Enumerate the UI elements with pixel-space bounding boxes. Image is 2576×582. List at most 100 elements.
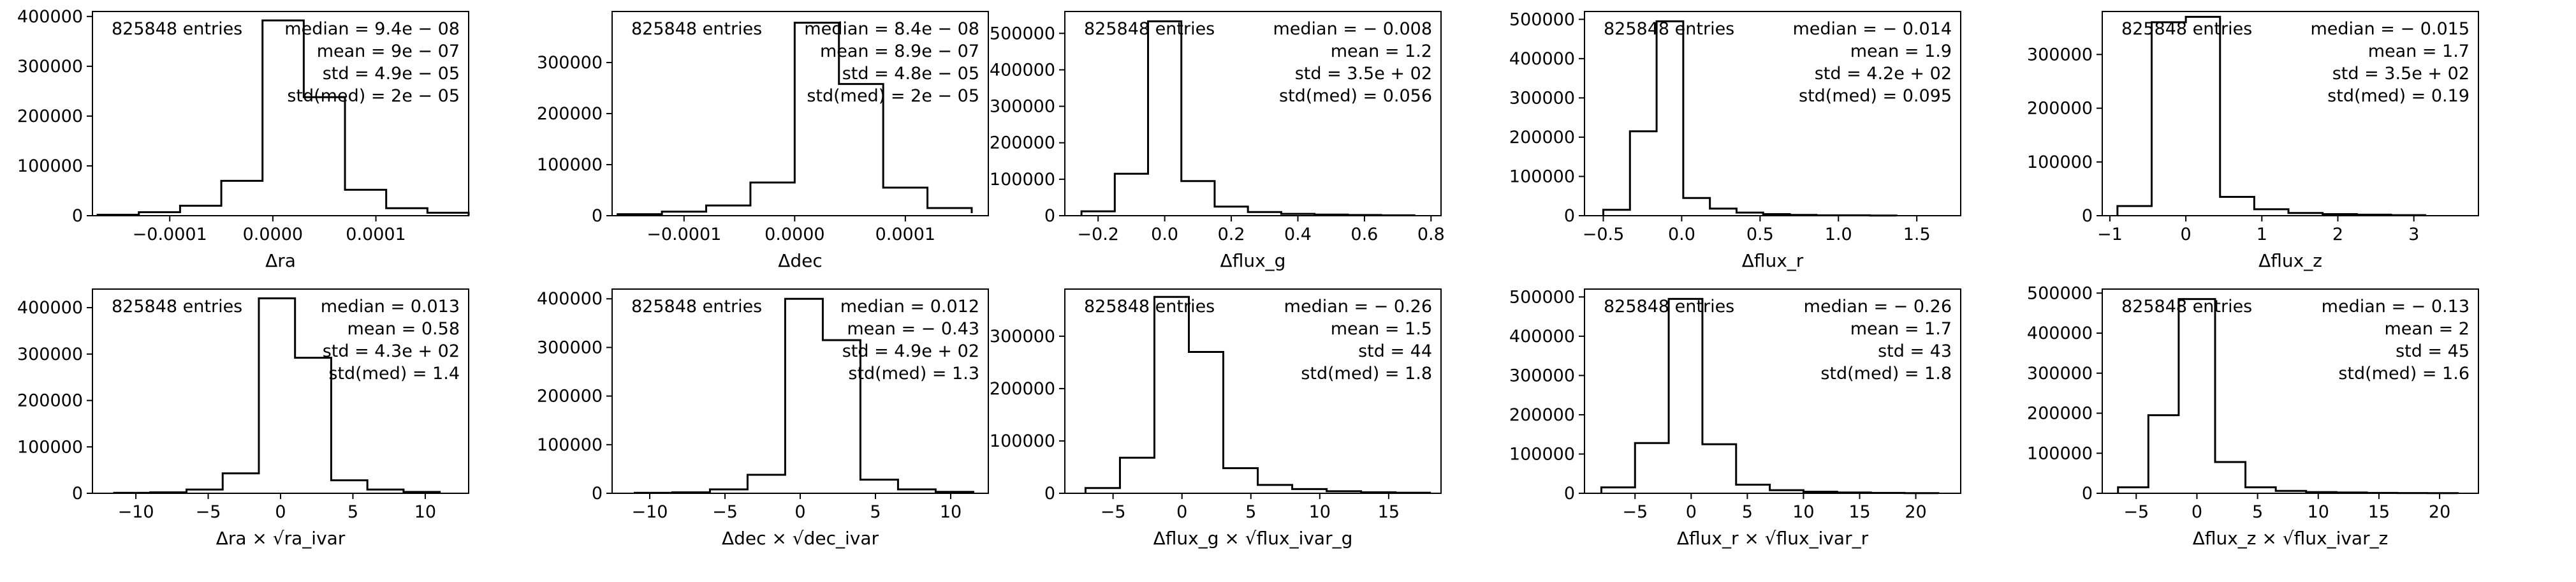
axes-frame xyxy=(1584,11,1961,216)
y-tick-label: 100000 xyxy=(1509,167,1575,186)
x-tick-label: 2 xyxy=(2332,225,2343,244)
stats-line-3: std = 43 xyxy=(1878,341,1952,361)
y-tick-label: 0 xyxy=(1044,484,1055,504)
x-tick-label: −5 xyxy=(196,502,221,522)
stats-line-1: median = 0.012 xyxy=(840,297,979,317)
y-tick-label: 400000 xyxy=(1509,327,1575,347)
stats-line-1: median = 0.013 xyxy=(321,297,460,317)
entries-annotation: 825848 entries xyxy=(1604,19,1734,39)
y-tick-label: 200000 xyxy=(17,107,83,126)
y-tick-label: 100000 xyxy=(990,170,1055,190)
x-axis-label: Δflux_r xyxy=(1742,250,1804,271)
stats-line-1: median = − 0.13 xyxy=(2322,297,2470,317)
stats-line-4: std(med) = 2e − 05 xyxy=(807,86,979,106)
stats-line-3: std = 4.8e − 05 xyxy=(842,64,979,84)
y-tick-label: 400000 xyxy=(990,60,1055,80)
y-tick-label: 400000 xyxy=(17,7,83,27)
x-tick-label: −0.2 xyxy=(1077,225,1119,244)
axes-frame xyxy=(2102,288,2479,494)
x-tick-label: 10 xyxy=(1309,502,1331,522)
y-tick-label: 100000 xyxy=(17,156,83,176)
x-tick-label: 0 xyxy=(1686,502,1697,522)
entries-annotation: 825848 entries xyxy=(1084,297,1215,317)
axes-frame xyxy=(2102,11,2479,216)
x-axis-label: Δflux_g xyxy=(1220,250,1286,271)
y-tick-label: 0 xyxy=(592,484,603,504)
x-tick-label: 5 xyxy=(1245,502,1256,522)
stats-line-2: mean = − 0.43 xyxy=(847,319,979,339)
entries-annotation: 825848 entries xyxy=(2121,297,2252,317)
y-tick-label: 200000 xyxy=(1509,128,1575,147)
x-tick-label: 0.2 xyxy=(1218,225,1245,244)
x-tick-label: 10 xyxy=(2308,502,2329,522)
x-tick-label: 10 xyxy=(1792,502,1814,522)
x-tick-label: 0.0000 xyxy=(243,225,303,244)
x-tick-label: 5 xyxy=(348,502,358,522)
y-tick-label: 100000 xyxy=(2027,444,2093,463)
entries-annotation: 825848 entries xyxy=(2121,19,2252,39)
entries-annotation: 825848 entries xyxy=(1084,19,1215,39)
y-tick-label: 300000 xyxy=(17,57,83,77)
stats-line-4: std(med) = 1.3 xyxy=(848,364,979,384)
histogram-panel-7: −10 −5 0 5 10 0 100000 200000 300000 400000 Δdec ×… xyxy=(537,288,989,549)
y-tick-label: 200000 xyxy=(990,379,1055,399)
x-tick-label: −0.0001 xyxy=(133,225,207,244)
stats-line-3: std = 4.3e + 02 xyxy=(323,341,460,361)
entries-annotation: 825848 entries xyxy=(631,297,762,317)
y-tick-label: 300000 xyxy=(990,97,1055,117)
histogram-panel-4: −0.5 0.0 0.5 1.0 1.5 0 100000 200000 300000 40000… xyxy=(1509,10,1961,271)
y-tick-label: 0 xyxy=(1564,206,1575,226)
x-tick-label: 0 xyxy=(275,502,286,522)
y-tick-label: 200000 xyxy=(2027,99,2093,119)
y-tick-label: 500000 xyxy=(990,24,1055,43)
y-tick-label: 200000 xyxy=(1509,405,1575,425)
x-tick-label: 5 xyxy=(870,502,881,522)
stats-line-2: mean = 1.7 xyxy=(1850,319,1952,339)
stats-line-1: median = − 0.014 xyxy=(1793,19,1952,39)
y-tick-label: 100000 xyxy=(537,155,603,175)
histogram-panel-10: −5 0 5 10 15 20 0 100000 200000 300000 400000 50000… xyxy=(2027,283,2479,549)
x-tick-label: −0.5 xyxy=(1583,225,1625,244)
y-tick-label: 500000 xyxy=(1509,10,1575,29)
histogram-panel-9: −5 0 5 10 15 20 0 100000 200000 300000 400000 50000… xyxy=(1509,287,1961,549)
histogram-steps xyxy=(1084,295,1431,494)
x-tick-label: −0.0001 xyxy=(647,225,721,244)
histogram-steps xyxy=(113,297,441,494)
histogram-steps xyxy=(633,297,974,494)
y-tick-label: 300000 xyxy=(990,327,1055,347)
x-tick-label: 0.0001 xyxy=(346,225,406,244)
y-tick-label: 400000 xyxy=(537,289,603,309)
y-tick-label: 400000 xyxy=(1509,49,1575,69)
stats-line-4: std(med) = 1.8 xyxy=(1820,364,1952,384)
entries-annotation: 825848 entries xyxy=(631,19,762,39)
y-tick-label: 100000 xyxy=(1509,444,1575,464)
histogram-panel-2: −0.0001 0.0000 0.0001 0 100000 200000 300000 Δd… xyxy=(537,11,989,271)
x-tick-label: 20 xyxy=(1905,502,1926,522)
y-tick-label: 200000 xyxy=(537,104,603,124)
x-tick-label: 10 xyxy=(940,502,962,522)
stats-line-4: std(med) = 1.8 xyxy=(1301,364,1432,384)
x-axis-label: Δflux_z × √flux_ivar_z xyxy=(2193,528,2389,549)
x-tick-label: 0 xyxy=(2181,225,2192,244)
entries-annotation: 825848 entries xyxy=(112,19,242,39)
x-tick-label: 5 xyxy=(1742,502,1753,522)
stats-line-4: std(med) = 0.095 xyxy=(1799,86,1952,106)
y-tick-label: 500000 xyxy=(2027,283,2093,303)
x-tick-label: 0.0 xyxy=(1668,225,1695,244)
y-tick-label: 0 xyxy=(592,206,603,226)
stats-line-2: mean = 1.5 xyxy=(1331,319,1432,339)
x-tick-label: 0.0001 xyxy=(875,225,935,244)
stats-line-1: median = − 0.008 xyxy=(1273,19,1433,39)
histogram-panel-6: −10 −5 0 5 10 0 100000 200000 300000 400000 Δra × … xyxy=(17,288,469,549)
y-tick-label: 0 xyxy=(1044,206,1055,226)
stats-line-4: std(med) = 1.6 xyxy=(2338,364,2470,384)
y-tick-label: 300000 xyxy=(537,338,603,357)
x-tick-label: 0 xyxy=(2192,502,2202,522)
x-tick-label: 1 xyxy=(2257,225,2267,244)
y-tick-label: 400000 xyxy=(17,298,83,318)
axes-frame xyxy=(1584,288,1961,494)
x-tick-label: 15 xyxy=(1848,502,1870,522)
stats-line-1: median = − 0.26 xyxy=(1804,297,1952,317)
